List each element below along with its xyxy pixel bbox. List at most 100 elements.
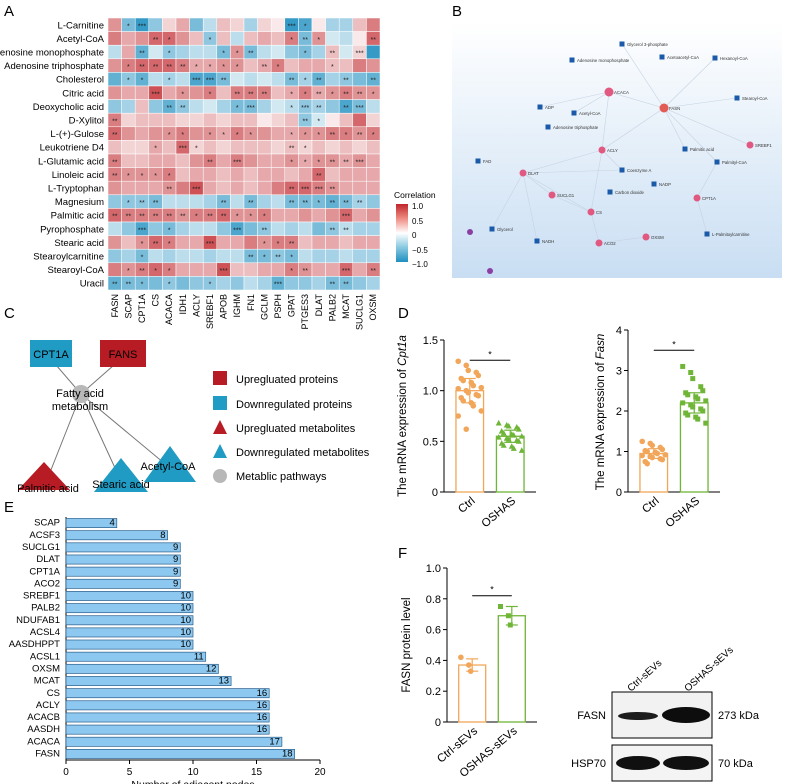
y-tick-label: 0 bbox=[435, 717, 441, 729]
significance-star: *** bbox=[179, 146, 187, 153]
band-hsp70-oshas bbox=[663, 756, 709, 770]
significance-star: * bbox=[304, 78, 307, 85]
heatmap-cell bbox=[175, 153, 190, 168]
significance-star: ** bbox=[248, 200, 254, 207]
heatmap-cell bbox=[243, 72, 258, 87]
heatmap-column-label: ACACA bbox=[164, 294, 174, 325]
x-tick-label: 15 bbox=[251, 767, 263, 778]
network-node-label: ACACA bbox=[614, 90, 629, 95]
heatmap-cell bbox=[230, 276, 245, 291]
heatmap-cell bbox=[243, 180, 258, 196]
significance-star: ** bbox=[207, 214, 213, 221]
y-tick-label: NDUFAB1 bbox=[16, 615, 60, 626]
heatmap-cell bbox=[162, 17, 177, 32]
heatmap-cell bbox=[338, 112, 354, 128]
heatmap-cell bbox=[121, 180, 136, 196]
bar-value-label: 10 bbox=[180, 627, 191, 638]
network-metabolite-node bbox=[714, 159, 720, 165]
heatmap-cell bbox=[270, 99, 286, 114]
heatmap-cell bbox=[216, 235, 231, 250]
heatmap-row-label: Deoxycholic acid bbox=[33, 102, 104, 113]
significance-star: * bbox=[222, 51, 225, 58]
significance-star: * bbox=[195, 64, 198, 71]
band-fasn-oshas bbox=[662, 707, 710, 723]
heatmap-cell bbox=[311, 17, 326, 32]
y-tick-label: ACO2 bbox=[34, 578, 60, 589]
significance-star: * bbox=[222, 64, 225, 71]
heatmap-cell bbox=[216, 85, 231, 100]
heatmap-row-label: Adenosine monophosphate bbox=[0, 48, 104, 59]
data-point bbox=[475, 372, 482, 379]
heatmap-cell bbox=[257, 126, 272, 141]
network-protein-node bbox=[519, 169, 527, 177]
significance-star: * bbox=[304, 146, 307, 153]
heatmap-cell bbox=[311, 58, 326, 73]
network-metabolite-node bbox=[607, 189, 613, 195]
network-node-label: Glycerol 3-phosphate bbox=[627, 42, 668, 47]
edge bbox=[80, 393, 171, 469]
heatmap-column-label: SREBF1 bbox=[205, 294, 215, 329]
heatmap-row-label: Cholesterol bbox=[56, 75, 104, 86]
heatmap-cell bbox=[366, 153, 381, 168]
network-metabolite-node bbox=[571, 110, 577, 116]
x-tick-label: 5 bbox=[127, 767, 133, 778]
significance-star: * bbox=[154, 146, 157, 153]
bar bbox=[65, 639, 194, 650]
significance-star: ** bbox=[112, 119, 118, 126]
significance-star: * bbox=[304, 51, 307, 58]
heatmap-cell bbox=[202, 180, 218, 196]
data-point bbox=[690, 376, 696, 382]
significance-star: ** bbox=[343, 282, 349, 289]
network-edge bbox=[522, 172, 553, 196]
significance-star: *** bbox=[206, 241, 214, 248]
significance-star: ** bbox=[330, 187, 336, 194]
significance-star: ** bbox=[370, 78, 376, 85]
data-point bbox=[700, 388, 706, 394]
data-point bbox=[649, 442, 656, 449]
y-axis-label-gene: Cpt1a bbox=[397, 335, 409, 366]
heatmap-cell bbox=[121, 112, 136, 128]
legend-c: Upregluated proteins Downregulated prote… bbox=[213, 371, 370, 483]
significance-star: * bbox=[181, 91, 184, 98]
heatmap-cell bbox=[257, 44, 272, 60]
heatmap-cell bbox=[338, 167, 354, 182]
heatmap-cell bbox=[352, 262, 367, 277]
significance-star: ** bbox=[343, 91, 349, 98]
data-point bbox=[500, 442, 507, 448]
heatmap-cell bbox=[352, 276, 367, 291]
bar bbox=[65, 603, 194, 614]
heatmap-cell bbox=[270, 44, 286, 60]
bar bbox=[455, 390, 485, 493]
heatmap-cell bbox=[148, 17, 163, 32]
network-edge bbox=[601, 91, 610, 151]
significance-star: * bbox=[195, 214, 198, 221]
significance-mark: * bbox=[490, 585, 494, 595]
blot-protein: HSP70 bbox=[571, 758, 606, 770]
significance-star: * bbox=[236, 105, 239, 112]
heatmap-cell bbox=[189, 235, 204, 250]
network-edge bbox=[601, 107, 665, 151]
significance-star: *** bbox=[301, 105, 309, 112]
node-label: Acetyl-CoA bbox=[140, 461, 196, 473]
network-node-label: ADP bbox=[545, 105, 554, 110]
heatmap-cell bbox=[325, 262, 340, 277]
data-point bbox=[703, 420, 709, 426]
y-tick-label: MCAT bbox=[34, 676, 60, 687]
heatmap-cell bbox=[189, 112, 204, 128]
heatmap-cell bbox=[189, 221, 204, 236]
heatmap-column-label: PALB2 bbox=[327, 294, 337, 321]
panel-label-e: E bbox=[4, 499, 14, 516]
network-metabolite-node bbox=[534, 238, 540, 244]
data-point bbox=[460, 377, 467, 384]
significance-star: *** bbox=[233, 227, 241, 234]
bar-value-label: 9 bbox=[173, 566, 178, 577]
pathway-network: CPT1A FANS Fatty acid metabolism Palmitic… bbox=[17, 340, 196, 495]
significance-star: ** bbox=[330, 51, 336, 58]
heatmap-cell bbox=[325, 248, 340, 264]
x-tick-label: 0 bbox=[63, 767, 69, 778]
network-edge bbox=[590, 149, 603, 213]
network-edge bbox=[573, 91, 610, 114]
heatmap-cell bbox=[202, 99, 218, 114]
data-point bbox=[455, 413, 462, 419]
significance-star: ** bbox=[262, 91, 268, 98]
